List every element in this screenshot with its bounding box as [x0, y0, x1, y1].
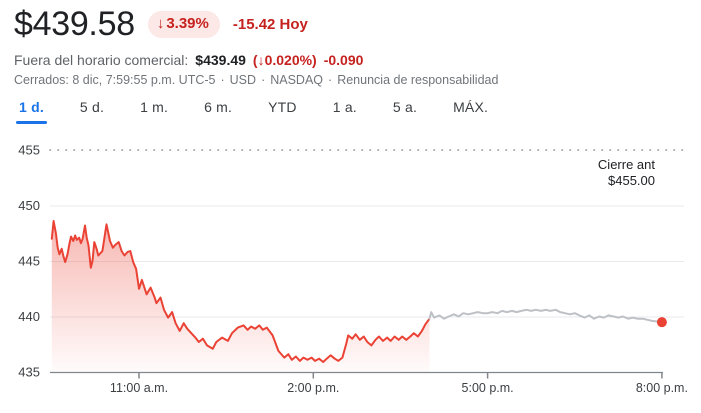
tab-6m[interactable]: 6 m.: [201, 97, 235, 125]
end-marker-dot: [656, 317, 667, 328]
tab-1a[interactable]: 1 a.: [330, 97, 360, 125]
tab-5d[interactable]: 5 d.: [77, 97, 107, 125]
y-axis-label: 450: [18, 198, 40, 213]
y-axis-label: 455: [18, 143, 40, 158]
tab-max[interactable]: MÁX.: [450, 97, 491, 125]
after-hours-change-absolute: -0.090: [323, 52, 364, 68]
price-chart-svg[interactable]: 11:00 a.m. 2:00 p.m. 5:00 p.m. 8:00 p.m. 455…: [0, 140, 701, 413]
change-percent-value: 3.39%: [166, 15, 209, 32]
after-hours-price: $439.49: [195, 52, 246, 68]
disclaimer-link[interactable]: Renuncia de responsabilidad: [337, 73, 499, 87]
after-hours-change-percent: (↓0.020%): [252, 52, 317, 68]
separator-dot: ·: [328, 73, 333, 87]
after-hours-label: Fuera del horario comercial:: [14, 52, 189, 68]
price-line-after-hours: [428, 308, 663, 324]
y-axis-label: 440: [18, 309, 40, 324]
tab-ytd[interactable]: YTD: [265, 97, 300, 125]
price-row: $439.58 ↓ 3.39% -15.42 Hoy: [14, 5, 308, 44]
x-axis-label: 8:00 p.m.: [636, 381, 688, 395]
y-axis-label: 445: [18, 254, 40, 269]
x-axis-label: 5:00 p.m.: [462, 381, 514, 395]
time-range-tabs: 1 d. 5 d. 1 m. 6 m. YTD 1 a. 5 a. MÁX.: [16, 97, 491, 125]
tab-1m[interactable]: 1 m.: [137, 97, 171, 125]
x-axis-label: 11:00 a.m.: [110, 381, 168, 395]
separator-dot: ·: [261, 73, 266, 87]
chart-area-fill: [51, 221, 430, 372]
price-line-regular: [50, 220, 431, 363]
currency-label: USD: [229, 73, 257, 87]
previous-close-value: $455.00: [608, 173, 655, 188]
price-chart[interactable]: 11:00 a.m. 2:00 p.m. 5:00 p.m. 8:00 p.m. 455…: [0, 140, 701, 413]
exchange-label: NASDAQ: [270, 73, 324, 87]
separator-dot: ·: [220, 73, 225, 87]
y-axis-label: 435: [18, 365, 40, 380]
after-hours-row: Fuera del horario comercial: $439.49 (↓0…: [14, 52, 363, 68]
x-axis-label: 2:00 p.m.: [287, 381, 339, 395]
previous-close-label: Cierre ant: [598, 157, 655, 172]
tab-5a[interactable]: 5 a.: [390, 97, 420, 125]
tab-1d[interactable]: 1 d.: [16, 97, 47, 125]
market-status-text: Cerrados: 8 dic, 7:59:55 p.m. UTC-5: [14, 73, 216, 87]
arrow-down-icon: ↓: [156, 15, 165, 32]
change-percent-badge: ↓ 3.39%: [147, 11, 220, 38]
change-absolute-today: -15.42 Hoy: [232, 16, 308, 33]
market-status-row: Cerrados: 8 dic, 7:59:55 p.m. UTC-5 · US…: [14, 73, 498, 87]
current-price: $439.58: [14, 5, 135, 43]
